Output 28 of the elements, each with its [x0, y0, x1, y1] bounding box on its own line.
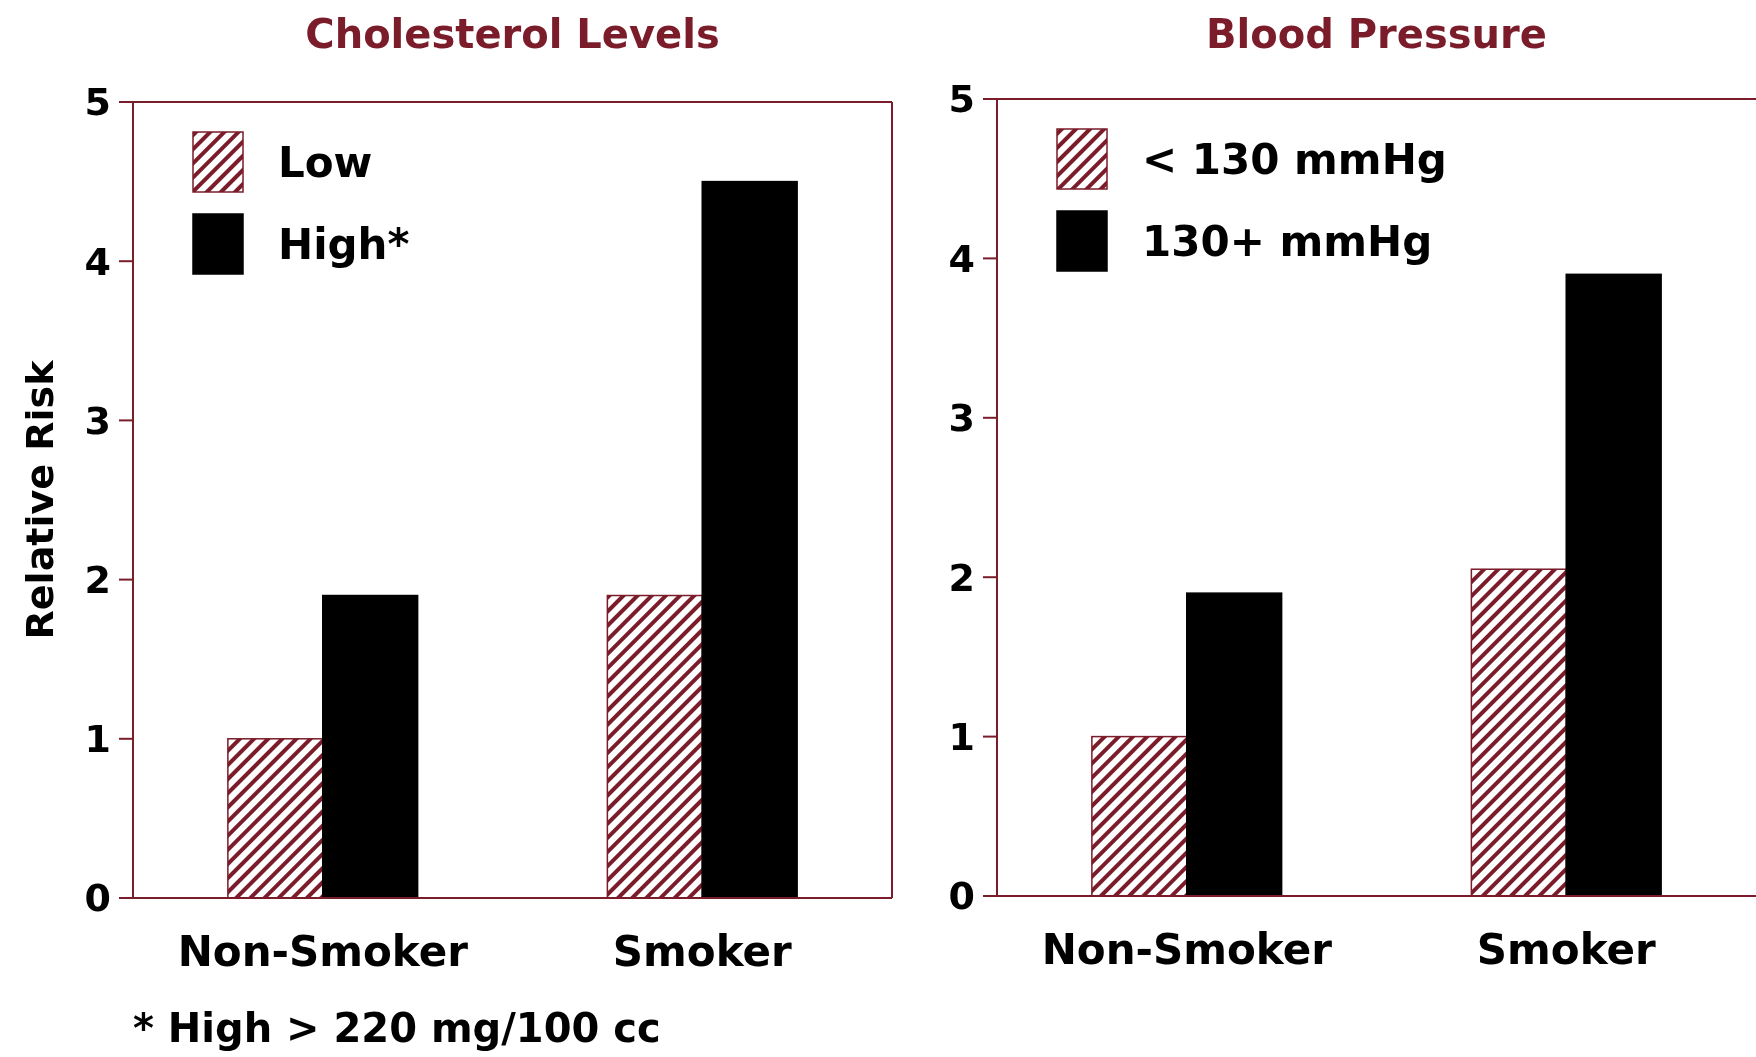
bar [701, 180, 798, 899]
y-tick-label: 0 [84, 876, 111, 921]
legend-label: < 130 mmHg [1142, 134, 1447, 184]
y-tick-label: 5 [84, 80, 111, 125]
y-tick-label: 1 [84, 717, 111, 762]
y-tick-label: 2 [84, 557, 111, 602]
y-tick-label: 3 [84, 398, 111, 443]
y-tick-label: 0 [948, 874, 975, 919]
y-tick-label: 2 [948, 555, 975, 600]
bar [322, 594, 419, 899]
y-axis-title: Relative Risk [18, 359, 62, 640]
y-tick-label: 4 [84, 239, 111, 284]
x-tick-label: Smoker [612, 927, 792, 976]
y-tick-label: 1 [948, 714, 975, 759]
x-tick-label: Non-Smoker [177, 927, 469, 976]
x-tick-label: Non-Smoker [1041, 925, 1333, 974]
text: * High > 220 mg/100 cc [133, 1005, 661, 1051]
legend-label: 130+ mmHg [1142, 216, 1433, 266]
legend-label: High* [278, 219, 410, 269]
legend-label: Low [278, 137, 373, 187]
bar [1186, 592, 1283, 897]
y-tick-label: 3 [948, 396, 975, 441]
chart-title: Blood Pressure [1206, 11, 1547, 57]
bar [1565, 273, 1662, 897]
x-tick-label: Smoker [1476, 925, 1656, 974]
chart-title: Cholesterol Levels [305, 11, 720, 57]
y-tick-label: 5 [948, 77, 975, 122]
y-tick-label: 4 [948, 236, 975, 281]
